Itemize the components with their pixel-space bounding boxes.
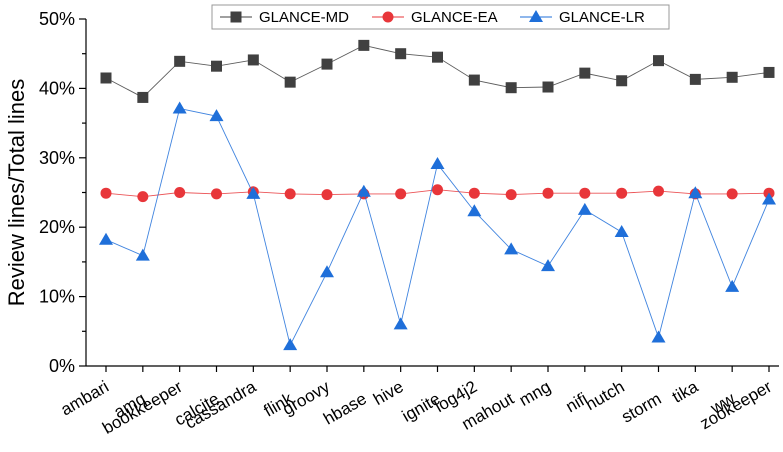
data-point [137,91,149,103]
data-point [505,189,517,201]
data-point [468,187,480,199]
data-point [135,248,150,261]
legend-box [211,4,670,30]
data-point [542,81,554,93]
y-tick-label: 0% [49,356,75,376]
data-point [321,58,333,70]
data-point [467,204,482,217]
data-point [209,109,224,122]
y-tick-label: 20% [39,217,75,237]
data-point [542,187,554,199]
data-point [211,60,222,72]
data-point [504,242,519,255]
data-point [393,317,408,330]
data-point [614,225,629,238]
data-point [100,72,112,84]
x-tick-label: ambari [57,377,112,419]
data-point [726,71,738,83]
series-line [105,107,770,347]
y-tick-label: 10% [39,287,75,307]
data-point [689,73,701,85]
data-point [99,232,113,245]
legend-marker [382,11,394,23]
data-point [284,188,296,200]
data-point [579,187,591,199]
data-point [395,48,407,60]
x-tick-label: tika [669,377,702,407]
data-point [541,259,555,272]
data-point [174,55,186,67]
data-point [468,74,480,86]
legend-marker [230,11,242,23]
data-point [432,51,443,63]
data-point [430,157,445,170]
x-tick-label: hive [370,377,407,409]
legend-marker [529,10,543,22]
data-point [762,192,776,205]
series-glance-md [100,39,775,103]
y-tick-label: 30% [39,148,75,168]
y-axis-title: Review lines/Total lines [4,79,29,306]
y-tick-label: 40% [39,78,75,98]
data-point [653,55,664,67]
data-point [211,188,222,200]
data-point [246,186,261,199]
data-point [616,75,628,87]
x-tick-label: mng [516,377,554,410]
data-point [137,191,149,203]
data-point [284,76,296,88]
data-point [395,188,407,200]
data-point [763,66,775,78]
data-point [100,187,112,199]
legend-label: GLANCE-EA [411,9,498,26]
data-point [577,202,592,215]
data-point [505,82,517,94]
series-glance-ea [100,184,775,203]
series-group [99,39,776,351]
data-point [432,184,443,196]
data-point [725,279,740,292]
data-point [653,185,664,197]
y-ticks: 0% 10% 20% 30% 40% 50% [39,9,86,376]
data-point [283,338,298,351]
data-point [321,189,333,201]
legend-label: GLANCE-LR [559,9,645,26]
data-point [651,330,666,343]
series-glance-lr [99,101,776,351]
data-point [726,188,738,200]
data-point [247,54,259,66]
legend: GLANCE-MD GLANCE-EA GLANCE-LR [211,4,670,30]
data-point [688,186,703,199]
data-point [358,39,370,51]
y-tick-label: 50% [39,9,75,29]
data-point [320,265,334,278]
data-point [579,67,591,79]
data-point [356,184,371,197]
data-point [172,101,187,114]
data-point [616,187,628,199]
legend-label: GLANCE-MD [259,9,349,26]
data-point [174,187,186,198]
